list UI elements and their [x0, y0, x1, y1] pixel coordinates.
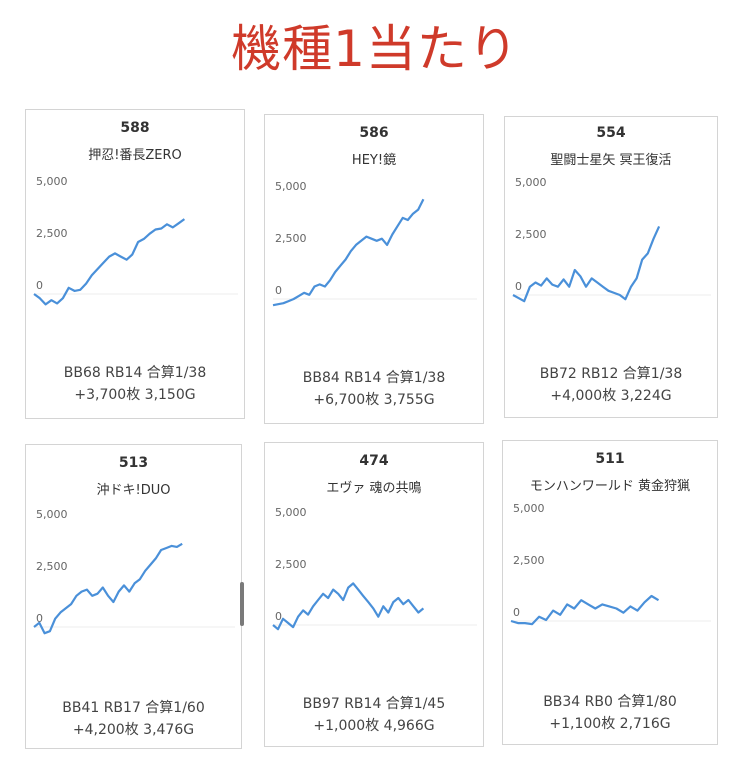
series-line: [33, 542, 183, 635]
game-count: 474: [359, 453, 389, 469]
stats: BB72 RB12 合算1/38 +4,000枚 3,224G: [505, 363, 717, 407]
y-tick-label: 5,000: [275, 180, 307, 193]
medal-games-stats: +4,200枚 3,476G: [72, 722, 195, 738]
page-title: 機種1当たり: [231, 20, 519, 78]
series-line: [272, 198, 425, 307]
game-count: 588: [120, 120, 150, 136]
machine-name: 沖ドキ!DUO: [96, 483, 171, 498]
y-tick-label: 2,500: [36, 227, 68, 240]
y-tick-label: 5,000: [36, 508, 68, 521]
machine-name: HEY!鏡: [351, 153, 397, 168]
y-tick-label: 0: [36, 279, 43, 292]
series-line: [33, 218, 186, 306]
machine-name: エヴァ 魂の共鳴: [326, 481, 422, 496]
medal-games-stats: +4,000枚 3,224G: [550, 388, 672, 404]
machine-name: モンハンワールド 黄金狩猟: [529, 479, 691, 494]
machine-name: 聖闘士星矢 冥王復活: [550, 153, 672, 168]
medal-games-stats: +3,700枚 3,150G: [74, 387, 196, 403]
series-line: [510, 594, 660, 626]
medal-games-stats: +1,000枚 4,966G: [313, 718, 435, 734]
medal-games-stats: +1,100枚 2,716G: [549, 716, 671, 732]
y-tick-label: 0: [275, 610, 282, 623]
y-tick-label: 2,500: [513, 554, 545, 567]
medal-games-stats: +6,700枚 3,755G: [313, 392, 435, 408]
stats: BB84 RB14 合算1/38 +6,700枚 3,755G: [265, 367, 483, 411]
bonus-stats: BB97 RB14 合算1/45: [302, 696, 446, 712]
bonus-stats: BB84 RB14 合算1/38: [302, 370, 446, 386]
y-tick-label: 0: [36, 612, 43, 625]
y-tick-label: 5,000: [515, 176, 547, 189]
y-tick-label: 5,000: [513, 502, 545, 515]
bonus-stats: BB68 RB14 合算1/38: [63, 365, 207, 381]
bonus-stats: BB41 RB17 合算1/60: [62, 700, 205, 716]
stats: BB97 RB14 合算1/45 +1,000枚 4,966G: [265, 693, 483, 737]
y-tick-label: 5,000: [275, 506, 307, 519]
y-tick-label: 5,000: [36, 175, 68, 188]
y-tick-label: 2,500: [515, 228, 547, 241]
stats: BB41 RB17 合算1/60 +4,200枚 3,476G: [26, 697, 241, 741]
bonus-stats: BB72 RB12 合算1/38: [539, 366, 683, 382]
game-count: 554: [596, 125, 626, 141]
y-tick-label: 0: [275, 284, 282, 297]
series-line: [272, 582, 425, 631]
bonus-stats: BB34 RB0 合算1/80: [543, 694, 677, 710]
stats: BB68 RB14 合算1/38 +3,700枚 3,150G: [26, 362, 244, 406]
y-tick-label: 2,500: [275, 232, 307, 245]
machine-name: 押忍!番長ZERO: [88, 148, 182, 163]
game-count: 513: [118, 455, 149, 471]
game-count: 511: [595, 451, 625, 467]
scrollbar-thumb[interactable]: [240, 582, 244, 626]
y-tick-label: 2,500: [275, 558, 307, 571]
series-line: [512, 225, 661, 303]
y-tick-label: 0: [513, 606, 520, 619]
y-tick-label: 0: [515, 280, 522, 293]
stats: BB34 RB0 合算1/80 +1,100枚 2,716G: [503, 691, 717, 735]
y-tick-label: 2,500: [36, 560, 68, 573]
game-count: 586: [359, 125, 389, 141]
